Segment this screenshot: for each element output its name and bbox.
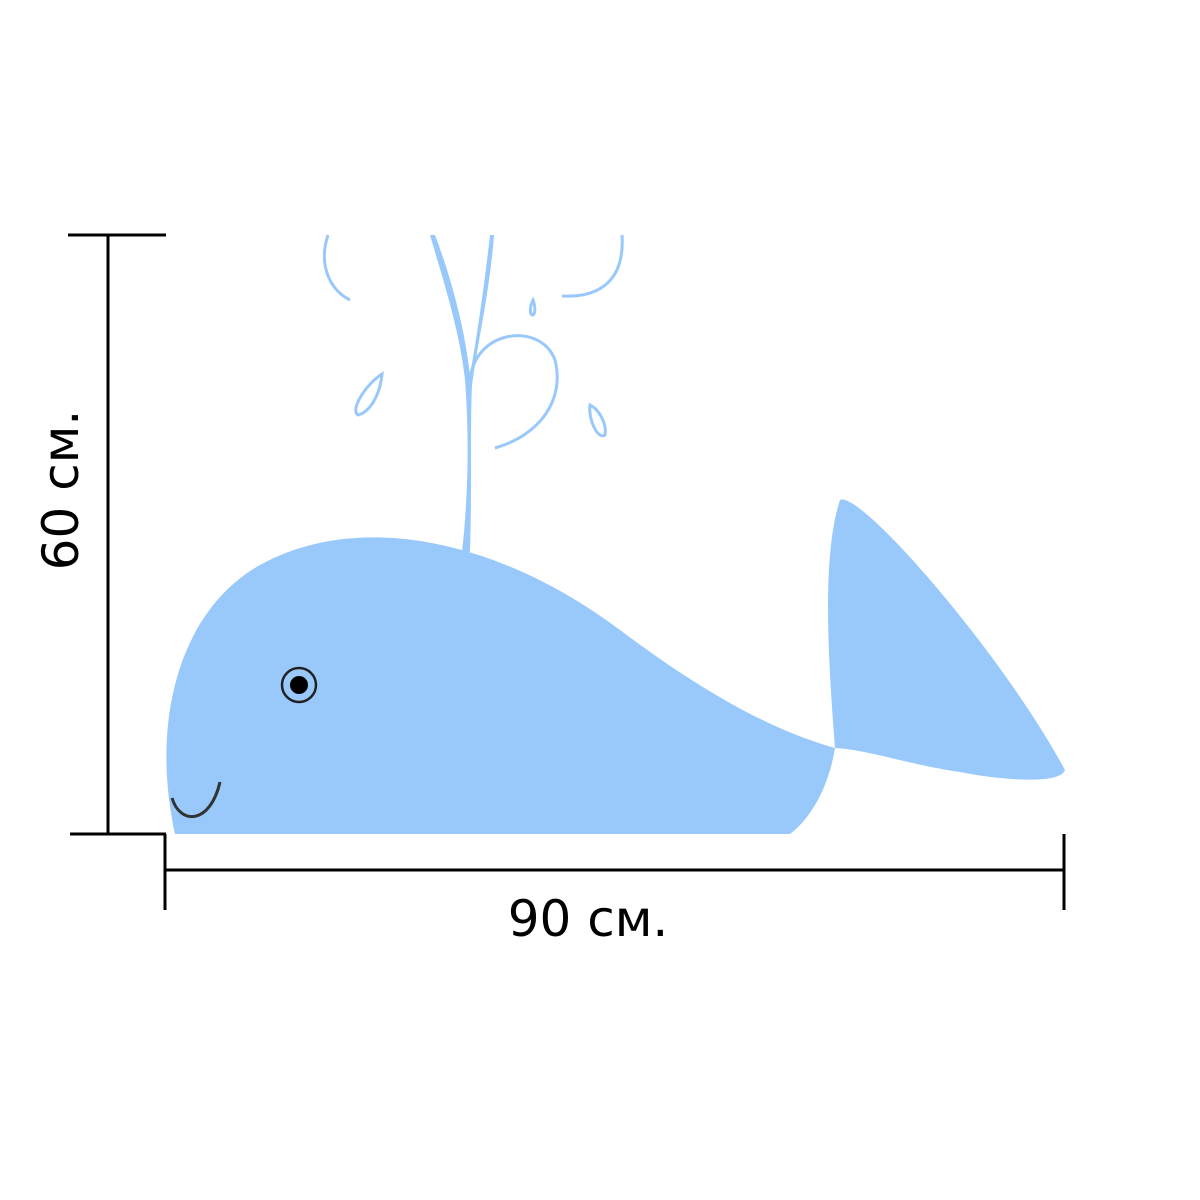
splashes <box>323 234 624 450</box>
dimension-lines <box>68 233 1066 910</box>
height-label: 60 см. <box>32 410 90 571</box>
width-label: 90 см. <box>508 890 669 948</box>
whale <box>166 235 1065 834</box>
eye <box>280 666 318 704</box>
mouth <box>170 781 222 819</box>
